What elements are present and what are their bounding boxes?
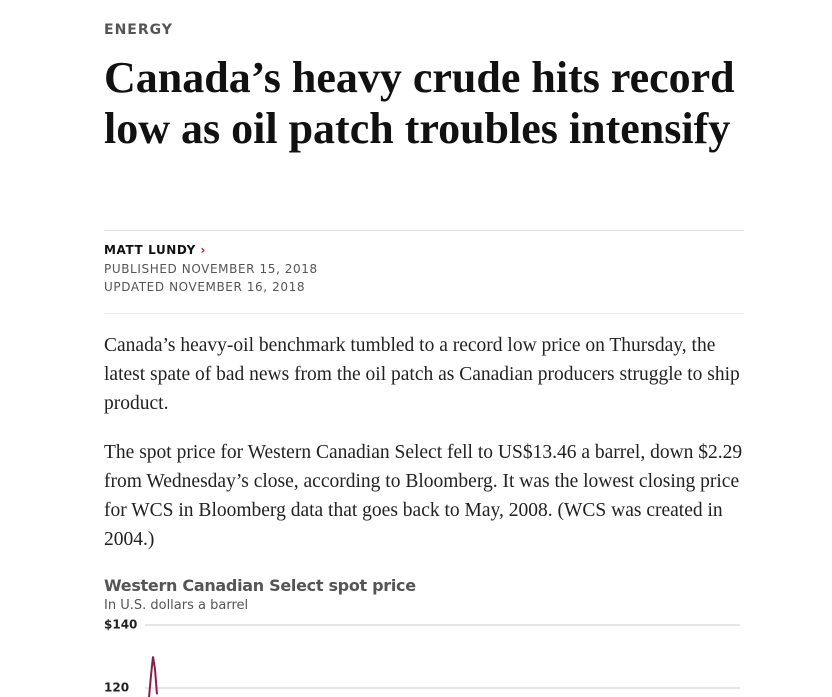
chart: $140 120 [104, 618, 740, 697]
divider [104, 230, 744, 231]
chart-subtitle: In U.S. dollars a barrel [104, 598, 249, 613]
author-arrow: › [200, 243, 206, 257]
updated-date: UPDATED NOVEMBER 16, 2018 [104, 280, 306, 294]
byline[interactable]: MATT LUNDY › [104, 243, 206, 257]
author[interactable]: MATT LUNDY [104, 243, 196, 257]
paragraph: Canada’s heavy-oil benchmark tumbled to … [104, 335, 740, 414]
section-label[interactable]: ENERGY [104, 22, 173, 38]
headline: Canada’s heavy crude hits record low as … [104, 53, 735, 153]
divider [104, 313, 744, 314]
paragraph: The spot price for Western Canadian Sele… [104, 442, 743, 550]
chart-title: Western Canadian Select spot price [104, 576, 416, 595]
published-date: PUBLISHED NOVEMBER 15, 2018 [104, 262, 318, 276]
price-line [148, 656, 158, 697]
y-tick-label: 120 [104, 681, 129, 695]
y-tick-label: $140 [104, 618, 137, 632]
